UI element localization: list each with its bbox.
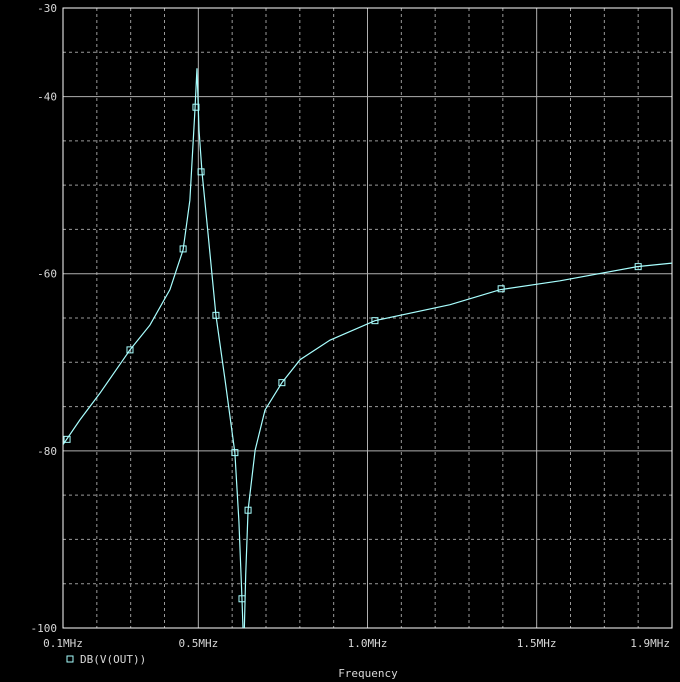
x-tick-label: 1.9MHz — [630, 637, 670, 650]
point-marker — [231, 449, 239, 457]
point-marker — [371, 317, 379, 325]
x-tick-label: 0.1MHz — [43, 637, 83, 650]
series-line — [63, 68, 672, 628]
x-tick-label: 0.5MHz — [178, 637, 218, 650]
point-marker — [179, 245, 187, 253]
plot-area — [63, 68, 672, 628]
y-tick-label: -40 — [37, 91, 57, 104]
point-marker — [126, 346, 134, 354]
legend-label: DB(V(OUT)) — [80, 653, 146, 666]
point-marker — [497, 285, 505, 293]
x-tick-label: 1.0MHz — [348, 637, 388, 650]
x-axis-label: Frequency — [338, 667, 398, 680]
point-marker — [197, 168, 205, 176]
labels: -30 -40 -60 -80 -100 0.1MHz 0.5MHz 1.0MHz 1.5MHz… — [31, 2, 671, 666]
axes — [62, 7, 673, 629]
point-marker — [244, 506, 252, 514]
y-tick-label: -100 — [31, 622, 58, 635]
legend-marker — [66, 655, 74, 663]
point-marker — [192, 103, 200, 111]
x-tick-label: 1.5MHz — [517, 637, 557, 650]
point-marker — [278, 379, 286, 387]
plot-frame — [62, 7, 673, 629]
point-marker — [63, 435, 71, 443]
y-tick-label: -30 — [37, 2, 57, 15]
y-tick-label: -80 — [37, 445, 57, 458]
point-marker — [634, 263, 642, 271]
y-tick-label: -60 — [37, 268, 57, 281]
point-marker — [212, 311, 220, 319]
point-marker — [238, 595, 246, 603]
